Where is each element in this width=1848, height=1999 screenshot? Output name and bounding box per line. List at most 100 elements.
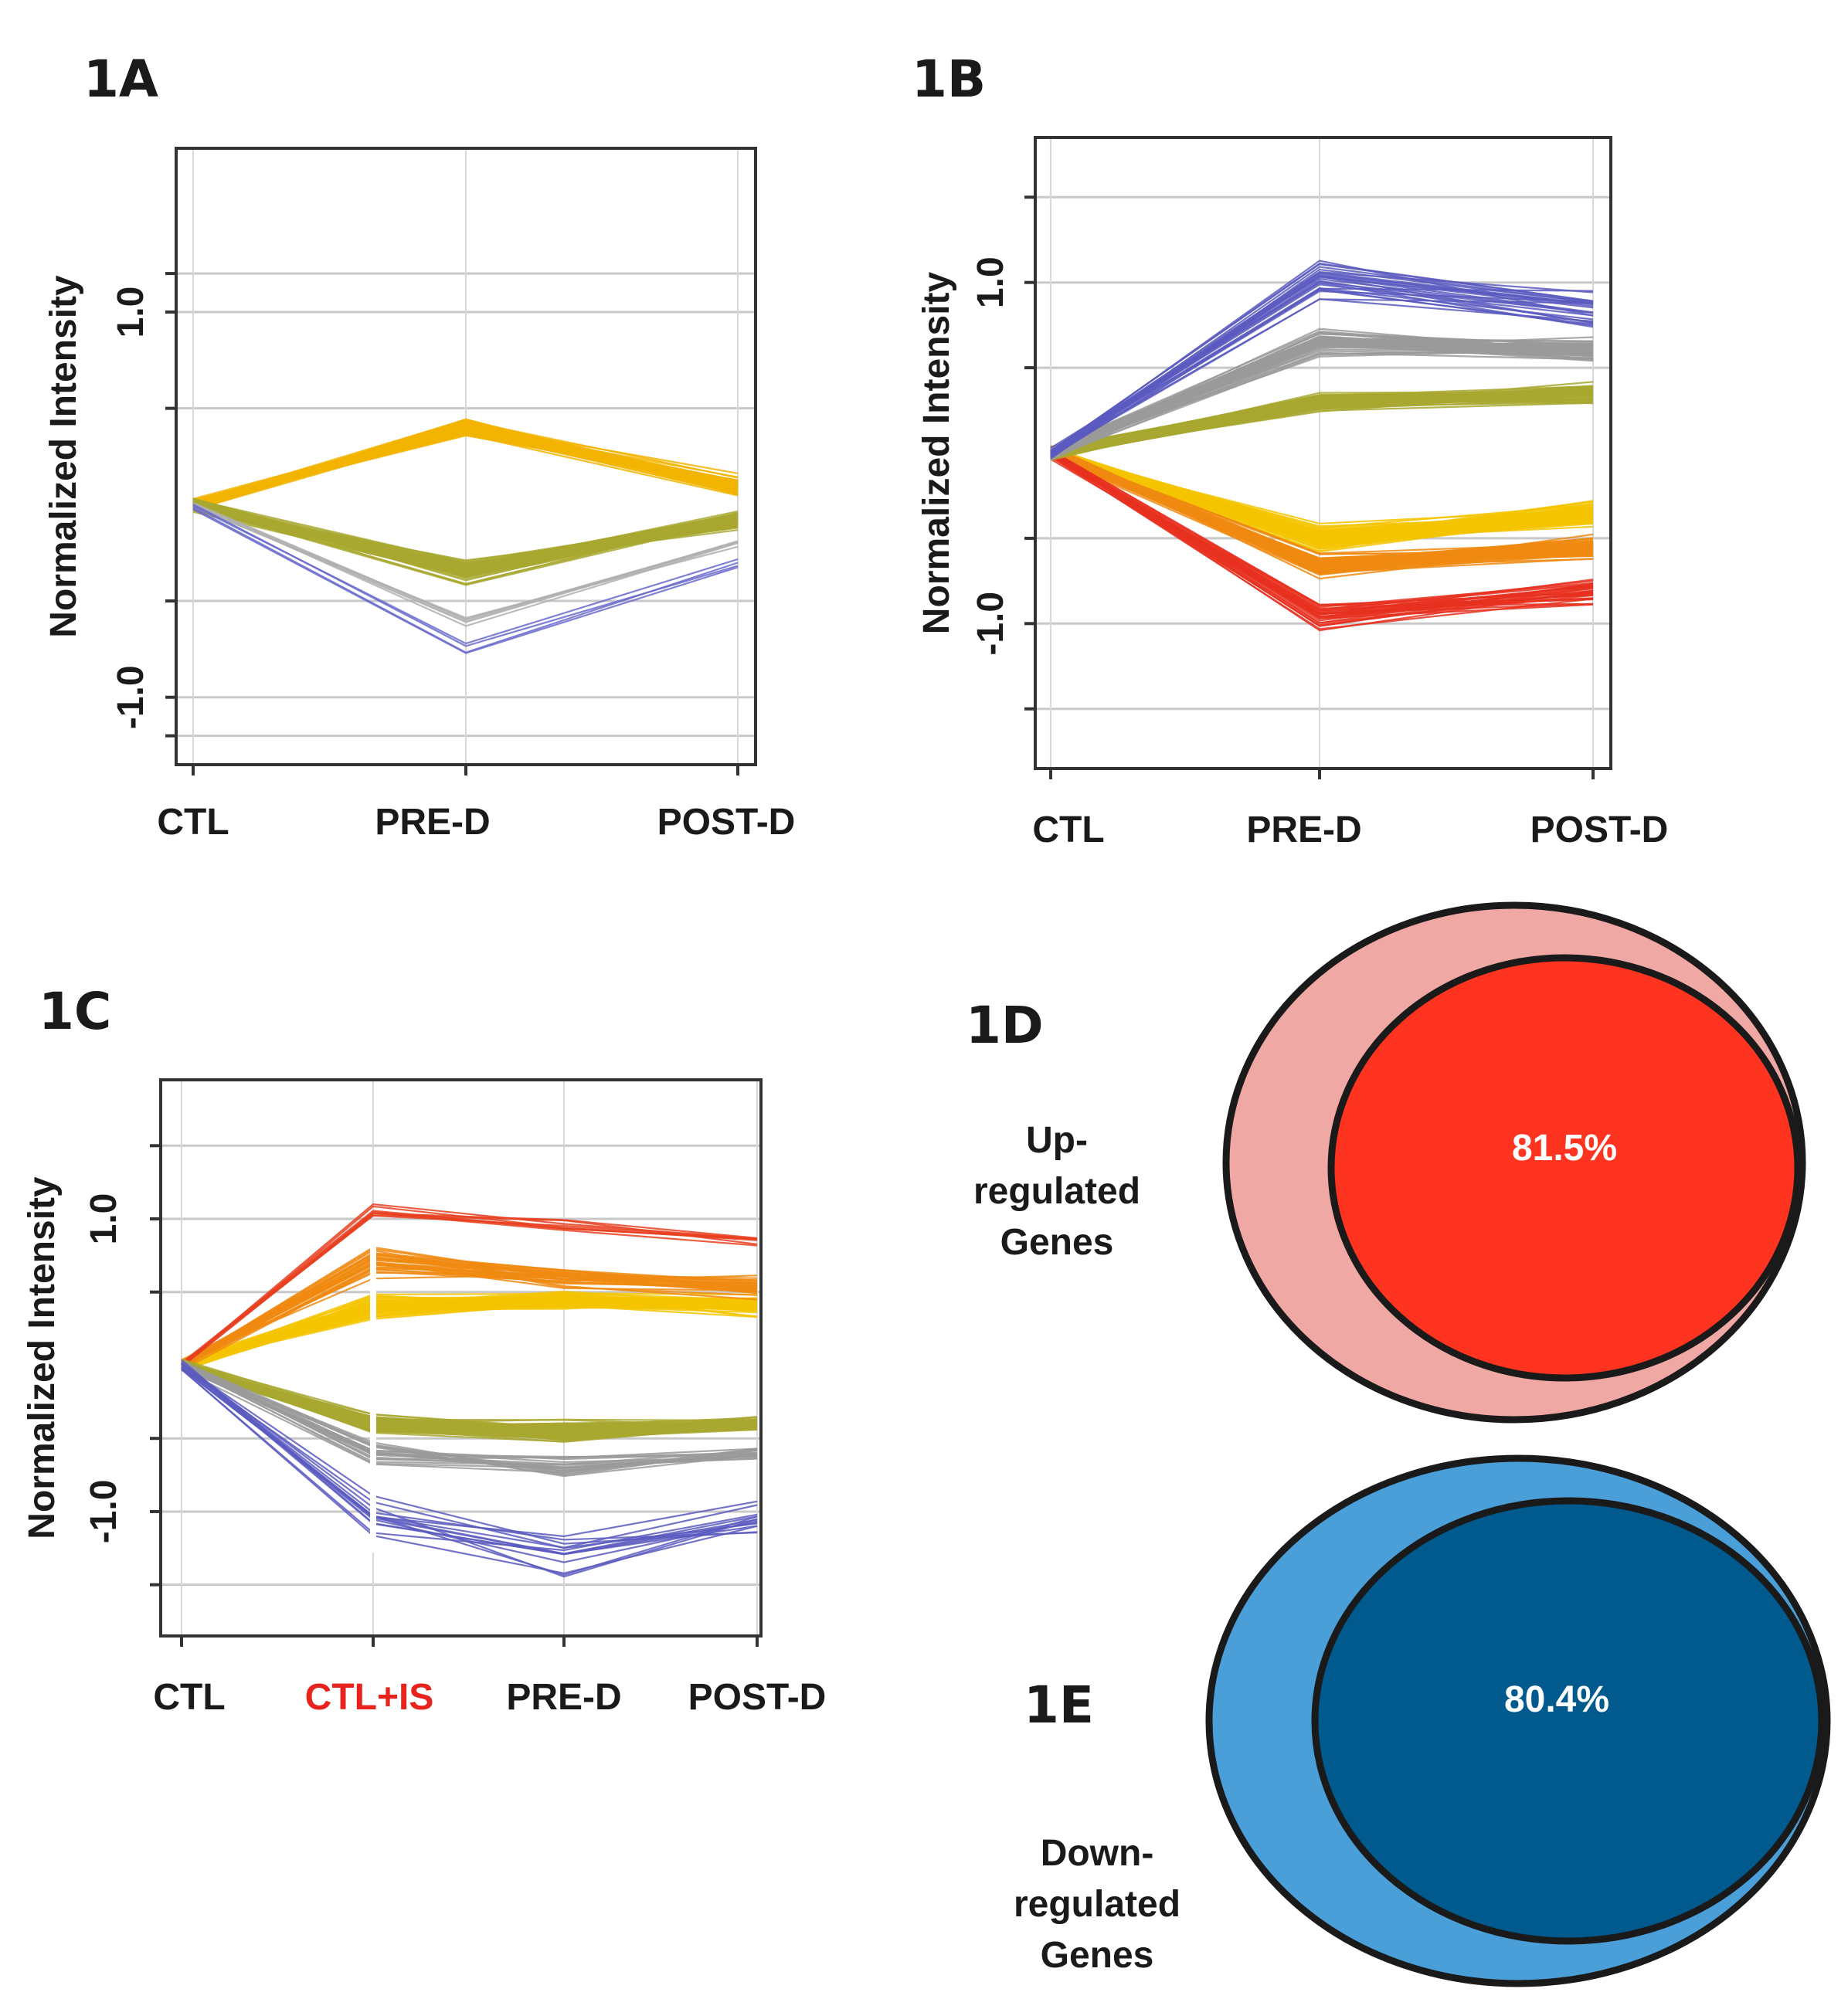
series-line-group-4	[181, 1365, 758, 1466]
series-line-group-0	[181, 1298, 758, 1363]
series-line-group-1	[181, 1268, 758, 1371]
venn-1e-label-line2: regulated	[1014, 1884, 1180, 1925]
series-line-group-4	[181, 1363, 758, 1472]
series-line-group-1	[1050, 451, 1594, 572]
series-line-group-5	[181, 1363, 758, 1576]
plot-frame	[159, 1078, 763, 1638]
series-line-group-5	[181, 1368, 758, 1549]
series-line-group-2	[192, 504, 739, 623]
venn-1d-label-line2: regulated	[973, 1171, 1140, 1212]
series-line-group-1	[192, 507, 739, 571]
venn-1e-inner-circle	[1311, 1497, 1826, 1945]
venn-1e-label-line1: Down-	[1041, 1833, 1154, 1874]
series-line-group-0	[1050, 450, 1594, 541]
series-line-group-4	[1050, 333, 1594, 451]
series-line-group-4	[1050, 350, 1594, 449]
line-chart-1b: CTL PRE-D POST-D -1.0 1.0 Normalized Intensit…	[916, 136, 1669, 850]
series-line-group-0	[181, 1304, 758, 1367]
x-tick-label: POST-D	[1530, 809, 1669, 850]
series-line-group-2	[181, 1214, 758, 1365]
series-line-group-4	[181, 1362, 758, 1466]
series-line-group-3	[1050, 389, 1594, 456]
series-line-group-1	[1050, 450, 1594, 572]
series-line-group-4	[181, 1363, 758, 1468]
series-line-group-5	[1050, 298, 1594, 454]
x-tick-label: POST-D	[688, 1677, 827, 1718]
series-lines	[192, 418, 739, 654]
series-line-group-5	[1050, 290, 1594, 456]
series-line-group-5	[181, 1369, 758, 1552]
series-line-group-5	[181, 1363, 758, 1545]
series-lines	[1050, 260, 1594, 632]
x-tick-label: PRE-D	[1246, 809, 1361, 850]
series-line-group-0	[192, 426, 739, 502]
series-line-group-0	[1050, 453, 1594, 543]
series-line-group-1	[192, 502, 739, 565]
series-line-group-4	[1050, 335, 1594, 461]
y-tick-label: -1.0	[110, 665, 151, 729]
series-line-group-5	[181, 1366, 758, 1549]
series-line-group-2	[1050, 453, 1594, 622]
series-line-group-4	[1050, 330, 1594, 450]
series-line-group-4	[181, 1367, 758, 1464]
series-line-group-3	[181, 1369, 758, 1427]
series-line-group-1	[1050, 456, 1594, 576]
y-tick-label: 1.0	[110, 287, 151, 338]
x-tick-label: CTL+IS	[305, 1677, 434, 1718]
series-line-group-0	[192, 433, 739, 505]
series-line-group-3	[181, 1363, 758, 1437]
series-line-group-1	[192, 504, 739, 572]
series-line-group-3	[1050, 394, 1594, 453]
venn-1d-inner-circle	[1327, 954, 1802, 1382]
panel-label-1a: 1A	[83, 49, 158, 109]
venn-1d-label-line3: Genes	[1000, 1222, 1114, 1263]
x-tick-label: CTL	[1032, 809, 1104, 850]
series-line-group-5	[1050, 266, 1594, 456]
venn-1d-percent: 81.5%	[1512, 1128, 1617, 1169]
series-line-group-3	[1050, 402, 1594, 453]
series-line-group-3	[1050, 385, 1594, 450]
x-tick-label: PRE-D	[506, 1677, 621, 1718]
y-axis-title: Normalized Intensity	[916, 271, 957, 634]
series-line-group-2	[181, 1203, 758, 1366]
series-lines	[181, 1203, 758, 1578]
x-tick-label: POST-D	[657, 802, 796, 843]
y-axis-title: Normalized Intensity	[43, 275, 84, 638]
panel-label-1e: 1E	[1024, 1675, 1094, 1735]
series-line-group-5	[1050, 262, 1594, 453]
series-line-group-4	[181, 1365, 758, 1471]
venn-1e-label-line3: Genes	[1041, 1935, 1154, 1976]
series-line-group-0	[192, 431, 739, 508]
y-tick-label: -1.0	[970, 592, 1011, 656]
series-line-group-2	[1050, 453, 1594, 613]
venn-1d-label-line1: Up-	[1026, 1120, 1088, 1161]
y-tick-label: 1.0	[970, 256, 1011, 308]
series-line-group-3	[192, 507, 739, 653]
y-tick-label: -1.0	[83, 1480, 124, 1544]
series-line-group-0	[181, 1292, 758, 1365]
series-line-group-3	[181, 1368, 758, 1441]
x-tick-label: CTL	[153, 1677, 225, 1718]
venn-1d: 81.5% Up- regulated Genes	[973, 901, 1806, 1424]
x-tick-label: PRE-D	[375, 802, 490, 843]
series-line-group-1	[181, 1259, 758, 1365]
plot-frame	[1034, 136, 1612, 770]
venn-1e: 80.4% Down- regulated Genes	[1014, 1454, 1831, 1987]
line-chart-1a: CTL PRE-D POST-D 1.0 -1.0 Normalized Intensit…	[43, 147, 796, 843]
series-line-group-5	[1050, 298, 1594, 456]
y-tick-label: 1.0	[83, 1193, 124, 1245]
series-line-group-1	[181, 1254, 758, 1363]
venn-1e-percent: 80.4%	[1504, 1679, 1609, 1720]
panel-label-1c: 1C	[39, 982, 111, 1041]
series-line-group-5	[181, 1368, 758, 1574]
panel-label-1b: 1B	[912, 49, 986, 109]
series-line-group-2	[1050, 452, 1594, 612]
series-line-group-4	[181, 1359, 758, 1469]
series-line-group-2	[1050, 449, 1594, 606]
series-line-group-3	[181, 1365, 758, 1430]
panel-label-1d: 1D	[966, 996, 1044, 1055]
series-line-group-4	[181, 1363, 758, 1465]
x-tick-label: CTL	[157, 802, 229, 843]
y-axis-title: Normalized Intensity	[22, 1176, 63, 1539]
